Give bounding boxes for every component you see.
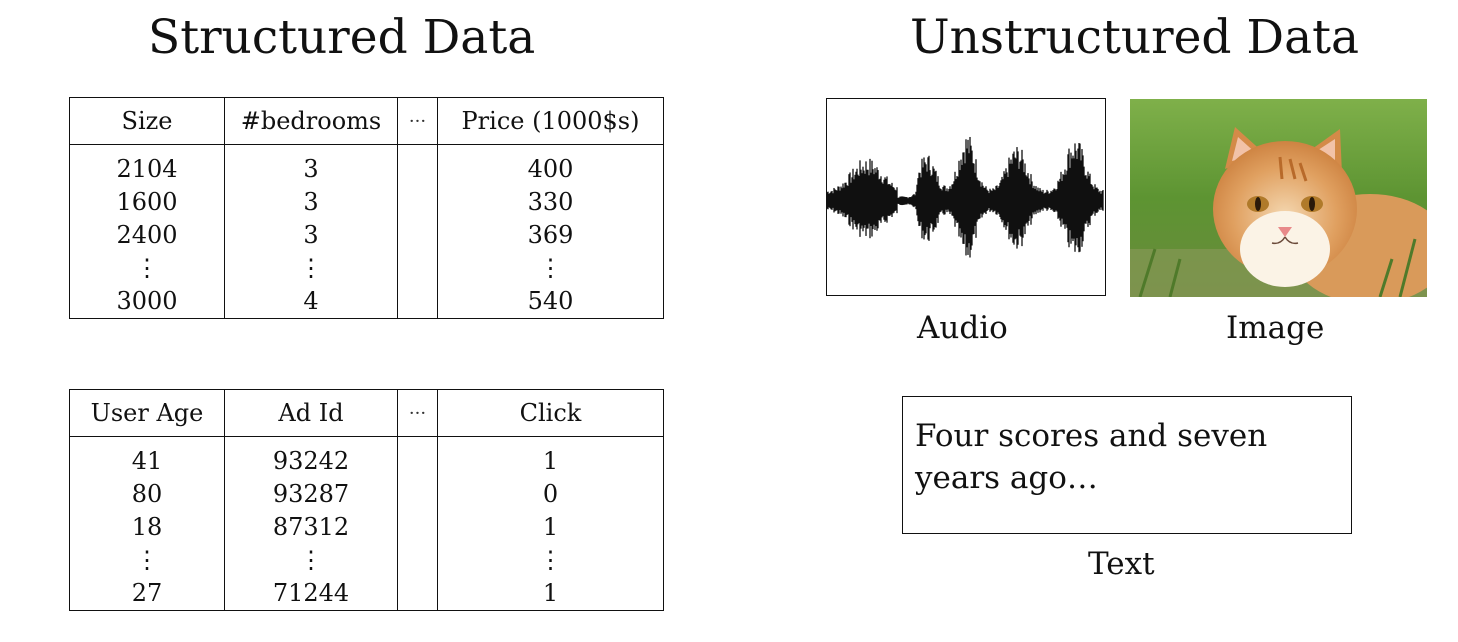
click-column: 1 0 1 ⋮ 1 [438, 437, 664, 611]
table-cell [398, 577, 437, 610]
table-cell: 330 [438, 186, 663, 219]
table-cell: ⋮ [438, 252, 663, 285]
housing-table: Size #bedrooms ··· Price (1000$s) 2104 1… [69, 97, 664, 319]
audio-waveform-icon [827, 99, 1104, 294]
table-cell: 3 [225, 219, 397, 252]
table-cell [398, 511, 437, 544]
table-cell: 540 [438, 285, 663, 318]
table-cell: 1 [438, 445, 663, 478]
table-header-row: User Age Ad Id ··· Click [70, 390, 664, 437]
table-header-row: Size #bedrooms ··· Price (1000$s) [70, 98, 664, 145]
audio-waveform-box [826, 98, 1106, 296]
size-column: 2104 1600 2400 ⋮ 3000 [70, 145, 225, 319]
structured-data-title: Structured Data [148, 10, 535, 65]
table-cell [398, 219, 437, 252]
column-header-click: Click [438, 390, 664, 437]
ad-id-column: 93242 93287 87312 ⋮ 71244 [225, 437, 398, 611]
table-cell: 1 [438, 511, 663, 544]
table-cell: ⋮ [225, 252, 397, 285]
table-cell: 369 [438, 219, 663, 252]
table-cell [398, 544, 437, 577]
table-cell: 400 [438, 153, 663, 186]
table-body-row: 2104 1600 2400 ⋮ 3000 3 3 3 ⋮ 4 4 [70, 145, 664, 319]
ellipsis-column [398, 437, 438, 611]
column-header-ellipsis: ··· [398, 98, 438, 145]
column-header-price: Price (1000$s) [438, 98, 664, 145]
column-header-user-age: User Age [70, 390, 225, 437]
column-header-ellipsis: ··· [398, 390, 438, 437]
column-header-size: Size [70, 98, 225, 145]
table-cell: 41 [70, 445, 224, 478]
table-cell: 3000 [70, 285, 224, 318]
table-cell: ⋮ [70, 252, 224, 285]
table-cell: 0 [438, 478, 663, 511]
ellipsis-column [398, 145, 438, 319]
table-cell: 27 [70, 577, 224, 610]
unstructured-data-title: Unstructured Data [910, 10, 1359, 65]
table-cell: ⋮ [70, 544, 224, 577]
text-caption: Text [1088, 546, 1155, 582]
table-cell: 2104 [70, 153, 224, 186]
table-body-row: 41 80 18 ⋮ 27 93242 93287 87312 ⋮ 71244 [70, 437, 664, 611]
text-sample-body: Four scores and seven years ago… [915, 418, 1267, 496]
table-cell: 87312 [225, 511, 397, 544]
table-cell: 2400 [70, 219, 224, 252]
table-cell: 71244 [225, 577, 397, 610]
audio-caption: Audio [917, 310, 1008, 346]
table-cell [398, 478, 437, 511]
cat-image [1130, 99, 1427, 297]
table-cell [398, 252, 437, 285]
table-cell [398, 445, 437, 478]
column-header-bedrooms: #bedrooms [225, 98, 398, 145]
table-cell [398, 285, 437, 318]
ad-clicks-table: User Age Ad Id ··· Click 41 80 18 ⋮ 27 9… [69, 389, 664, 611]
table-cell [398, 153, 437, 186]
table-cell: 1600 [70, 186, 224, 219]
table-cell: 93242 [225, 445, 397, 478]
cat-photo-icon [1130, 99, 1427, 297]
price-column: 400 330 369 ⋮ 540 [438, 145, 664, 319]
table-cell: 4 [225, 285, 397, 318]
bedrooms-column: 3 3 3 ⋮ 4 [225, 145, 398, 319]
image-caption: Image [1226, 310, 1324, 346]
user-age-column: 41 80 18 ⋮ 27 [70, 437, 225, 611]
table-cell: ⋮ [438, 544, 663, 577]
table-cell: 18 [70, 511, 224, 544]
table-cell: 80 [70, 478, 224, 511]
column-header-ad-id: Ad Id [225, 390, 398, 437]
text-sample-box: Four scores and seven years ago… [902, 396, 1352, 534]
table-cell: 3 [225, 186, 397, 219]
table-cell: ⋮ [225, 544, 397, 577]
table-cell: 93287 [225, 478, 397, 511]
table-cell: 1 [438, 577, 663, 610]
table-cell [398, 186, 437, 219]
table-cell: 3 [225, 153, 397, 186]
